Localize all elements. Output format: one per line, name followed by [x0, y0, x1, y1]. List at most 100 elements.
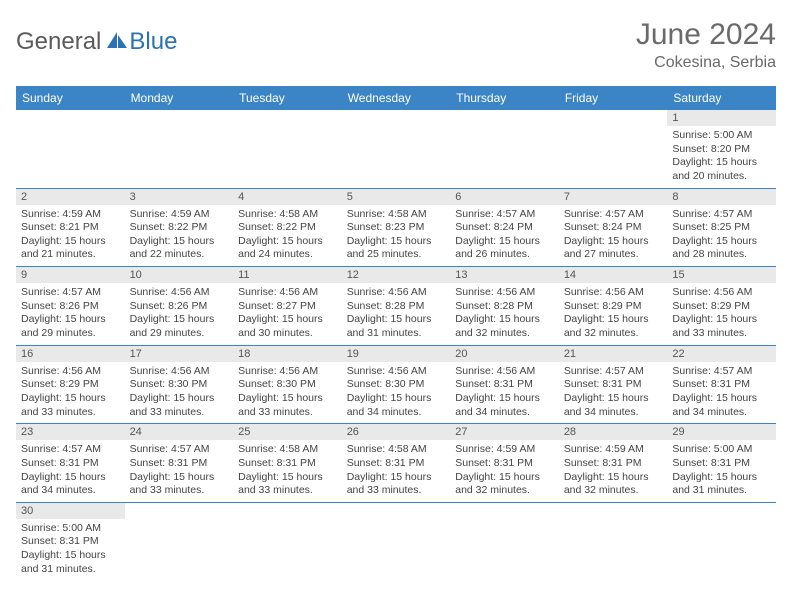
daylight-text: Daylight: 15 hours: [455, 392, 554, 406]
day-number: 20: [450, 346, 559, 362]
day-number: 11: [233, 267, 342, 283]
sunset-text: Sunset: 8:31 PM: [347, 457, 446, 471]
day-details: Sunrise: 4:57 AMSunset: 8:31 PMDaylight:…: [21, 443, 120, 498]
calendar-week-row: 30Sunrise: 5:00 AMSunset: 8:31 PMDayligh…: [16, 502, 776, 580]
daylight-text: Daylight: 15 hours: [130, 235, 229, 249]
day-details: Sunrise: 4:56 AMSunset: 8:31 PMDaylight:…: [455, 365, 554, 420]
calendar-day-cell: 8Sunrise: 4:57 AMSunset: 8:25 PMDaylight…: [667, 188, 776, 267]
calendar-day-cell: 21 Sunrise: 4:57 AMSunset: 8:31 PMDayligh…: [559, 345, 668, 424]
sunset-text: Sunset: 8:22 PM: [238, 221, 337, 235]
day-details: Sunrise: 4:58 AMSunset: 8:31 PMDaylight:…: [347, 443, 446, 498]
day-details: Sunrise: 4:56 AMSunset: 8:27 PMDaylight:…: [238, 286, 337, 341]
sunset-text: Sunset: 8:31 PM: [455, 457, 554, 471]
sunset-text: Sunset: 8:29 PM: [564, 300, 663, 314]
calendar-day-cell: 22Sunrise: 4:57 AMSunset: 8:31 PMDayligh…: [667, 345, 776, 424]
daylight-text: Daylight: 15 hours: [130, 392, 229, 406]
daylight-text: and 33 minutes.: [21, 406, 120, 420]
sunrise-text: Sunrise: 4:56 AM: [347, 365, 446, 379]
day-details: Sunrise: 4:57 AMSunset: 8:31 PMDaylight:…: [130, 443, 229, 498]
sunrise-text: Sunrise: 4:57 AM: [564, 208, 663, 222]
daylight-text: Daylight: 15 hours: [672, 235, 771, 249]
day-number: 12: [342, 267, 451, 283]
sunset-text: Sunset: 8:21 PM: [21, 221, 120, 235]
daylight-text: and 34 minutes.: [564, 406, 663, 420]
day-details: Sunrise: 4:57 AMSunset: 8:31 PMDaylight:…: [672, 365, 771, 420]
day-number: 26: [342, 424, 451, 440]
calendar-day-cell: 10Sunrise: 4:56 AMSunset: 8:26 PMDayligh…: [125, 267, 234, 346]
daylight-text: Daylight: 15 hours: [672, 313, 771, 327]
day-details: Sunrise: 4:56 AMSunset: 8:30 PMDaylight:…: [347, 365, 446, 420]
calendar-day-cell: 27Sunrise: 4:59 AMSunset: 8:31 PMDayligh…: [450, 424, 559, 503]
sunset-text: Sunset: 8:20 PM: [672, 143, 771, 157]
sunset-text: Sunset: 8:22 PM: [130, 221, 229, 235]
day-number: 30: [16, 503, 125, 519]
daylight-text: Daylight: 15 hours: [21, 392, 120, 406]
calendar-day-cell: 14Sunrise: 4:56 AMSunset: 8:29 PMDayligh…: [559, 267, 668, 346]
sunset-text: Sunset: 8:24 PM: [455, 221, 554, 235]
sunrise-text: Sunrise: 4:56 AM: [672, 286, 771, 300]
daylight-text: and 33 minutes.: [672, 327, 771, 341]
day-number: 16: [16, 346, 125, 362]
daylight-text: and 28 minutes.: [672, 248, 771, 262]
sunrise-text: Sunrise: 4:59 AM: [455, 443, 554, 457]
calendar-day-cell: 11 Sunrise: 4:56 AMSunset: 8:27 PMDayligh…: [233, 267, 342, 346]
daylight-text: Daylight: 15 hours: [455, 471, 554, 485]
daylight-text: and 33 minutes.: [238, 484, 337, 498]
logo-text-blue: Blue: [129, 28, 177, 56]
day-details: Sunrise: 4:56 AMSunset: 8:30 PMDaylight:…: [238, 365, 337, 420]
calendar-day-cell: 5Sunrise: 4:58 AMSunset: 8:23 PMDaylight…: [342, 188, 451, 267]
daylight-text: and 27 minutes.: [564, 248, 663, 262]
sunrise-text: Sunrise: 4:59 AM: [564, 443, 663, 457]
day-details: Sunrise: 4:57 AMSunset: 8:31 PMDaylight:…: [564, 365, 663, 420]
daylight-text: and 24 minutes.: [238, 248, 337, 262]
header: General Blue June 2024 Cokesina, Serbia: [16, 18, 776, 72]
sunrise-text: Sunrise: 4:58 AM: [238, 443, 337, 457]
sail-icon: [105, 30, 129, 55]
day-number: 25: [233, 424, 342, 440]
day-details: Sunrise: 4:56 AMSunset: 8:26 PMDaylight:…: [130, 286, 229, 341]
calendar-day-cell: 6Sunrise: 4:57 AMSunset: 8:24 PMDaylight…: [450, 188, 559, 267]
daylight-text: Daylight: 15 hours: [564, 313, 663, 327]
sunrise-text: Sunrise: 4:57 AM: [672, 365, 771, 379]
daylight-text: Daylight: 15 hours: [347, 235, 446, 249]
daylight-text: and 34 minutes.: [455, 406, 554, 420]
daylight-text: Daylight: 15 hours: [238, 392, 337, 406]
day-number: 13: [450, 267, 559, 283]
logo: General Blue: [16, 18, 177, 56]
sunrise-text: Sunrise: 4:56 AM: [21, 365, 120, 379]
sunset-text: Sunset: 8:26 PM: [21, 300, 120, 314]
calendar-day-cell: [125, 502, 234, 580]
calendar-week-row: 16 Sunrise: 4:56 AMSunset: 8:29 PMDayligh…: [16, 345, 776, 424]
weekday-header-row: Sunday Monday Tuesday Wednesday Thursday…: [16, 86, 776, 110]
sunset-text: Sunset: 8:26 PM: [130, 300, 229, 314]
sunset-text: Sunset: 8:31 PM: [21, 535, 120, 549]
daylight-text: Daylight: 15 hours: [130, 471, 229, 485]
calendar-day-cell: 20 Sunrise: 4:56 AMSunset: 8:31 PMDayligh…: [450, 345, 559, 424]
daylight-text: and 30 minutes.: [238, 327, 337, 341]
daylight-text: Daylight: 15 hours: [21, 235, 120, 249]
weekday-header: Saturday: [667, 86, 776, 110]
sunset-text: Sunset: 8:25 PM: [672, 221, 771, 235]
day-number: 17: [125, 346, 234, 362]
day-details: Sunrise: 4:56 AMSunset: 8:29 PMDaylight:…: [21, 365, 120, 420]
calendar-day-cell: 12Sunrise: 4:56 AMSunset: 8:28 PMDayligh…: [342, 267, 451, 346]
sunset-text: Sunset: 8:31 PM: [564, 457, 663, 471]
day-details: Sunrise: 4:59 AMSunset: 8:22 PMDaylight:…: [130, 208, 229, 263]
daylight-text: Daylight: 15 hours: [672, 156, 771, 170]
day-number: 3: [125, 189, 234, 205]
day-details: Sunrise: 4:59 AMSunset: 8:31 PMDaylight:…: [455, 443, 554, 498]
title-block: June 2024 Cokesina, Serbia: [636, 18, 776, 72]
day-details: Sunrise: 4:58 AMSunset: 8:23 PMDaylight:…: [347, 208, 446, 263]
day-details: Sunrise: 5:00 AMSunset: 8:20 PMDaylight:…: [672, 129, 771, 184]
daylight-text: and 33 minutes.: [130, 406, 229, 420]
calendar-day-cell: 30Sunrise: 5:00 AMSunset: 8:31 PMDayligh…: [16, 502, 125, 580]
daylight-text: Daylight: 15 hours: [21, 471, 120, 485]
calendar-day-cell: 25Sunrise: 4:58 AMSunset: 8:31 PMDayligh…: [233, 424, 342, 503]
daylight-text: and 32 minutes.: [455, 484, 554, 498]
day-number: 21: [559, 346, 668, 362]
day-number: 15: [667, 267, 776, 283]
day-number: 18: [233, 346, 342, 362]
calendar-table: Sunday Monday Tuesday Wednesday Thursday…: [16, 86, 776, 580]
sunset-text: Sunset: 8:28 PM: [455, 300, 554, 314]
sunrise-text: Sunrise: 4:56 AM: [130, 286, 229, 300]
